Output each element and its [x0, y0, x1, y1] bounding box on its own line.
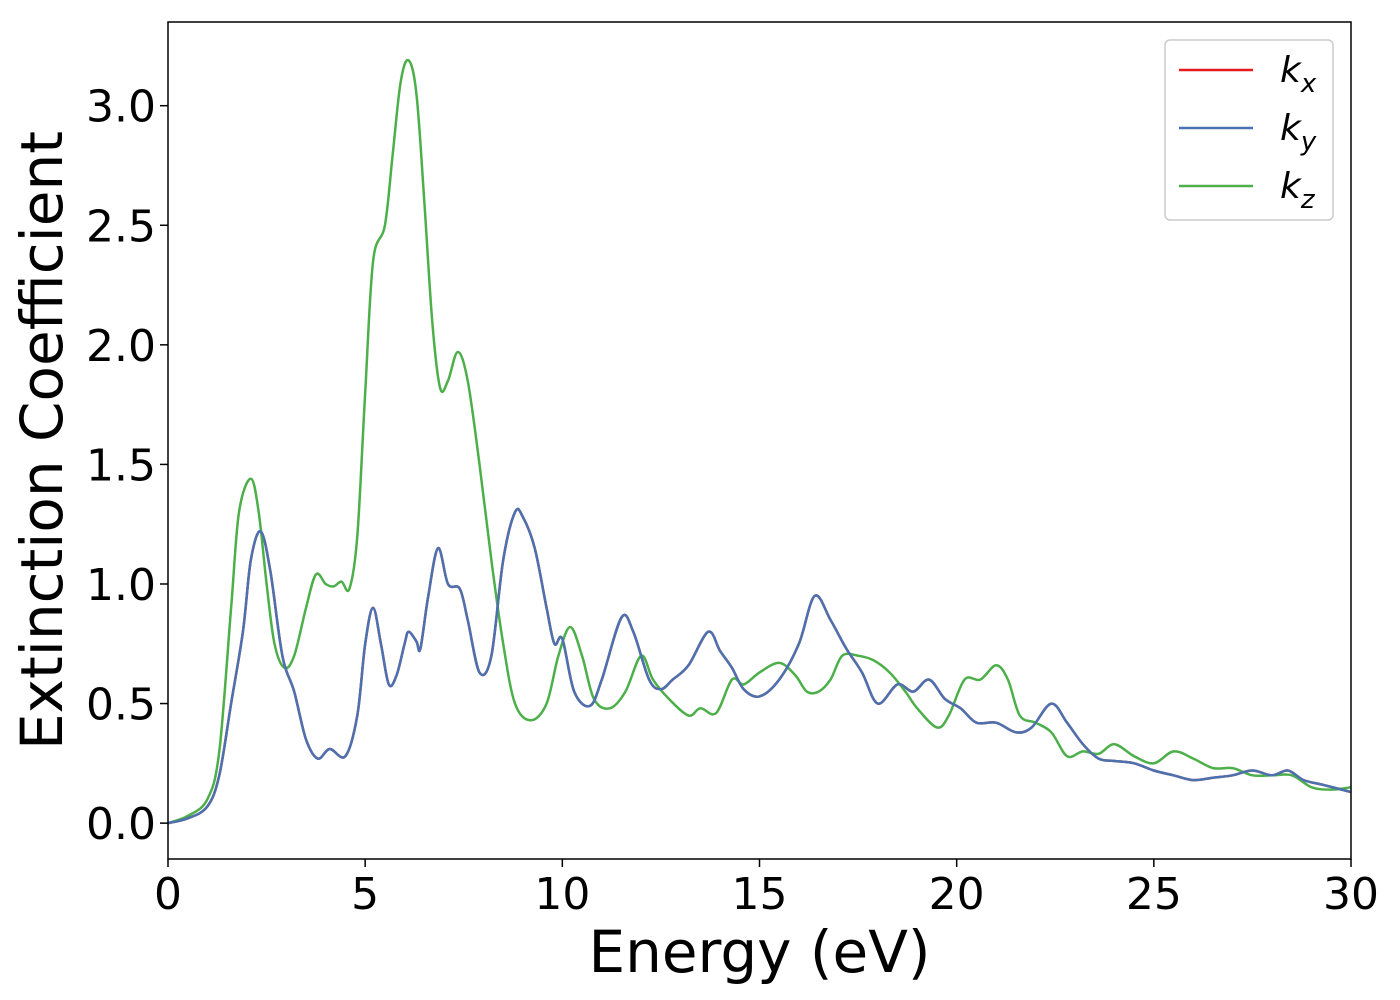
y-tick-label: 1.5	[86, 440, 156, 491]
y-tick-label: 0.0	[86, 799, 156, 850]
y-tick-label: 3.0	[86, 82, 156, 133]
x-tick-label: 25	[1126, 869, 1182, 920]
legend: kx ky kz	[1164, 39, 1334, 221]
x-tick-label: 0	[154, 869, 182, 920]
y-tick-label: 2.5	[86, 201, 156, 252]
series-line-kz	[168, 58, 1351, 825]
series-line-ky	[168, 507, 1351, 825]
x-tick-label: 5	[351, 869, 379, 920]
x-axis-ticks: 0 5 10 15 20 25 30	[154, 859, 1379, 920]
x-axis-label: Energy (eV)	[588, 918, 930, 986]
y-axis-label: Extinction Coefficient	[8, 131, 76, 750]
legend-label-kz: kz	[1280, 166, 1316, 215]
y-tick-label: 2.0	[86, 321, 156, 372]
y-axis-ticks: 0.0 0.5 1.0 1.5 2.0 2.5 3.0	[86, 82, 168, 850]
y-tick-label: 0.5	[86, 680, 156, 731]
series-layer	[168, 58, 1351, 825]
x-tick-label: 20	[929, 869, 985, 920]
legend-box	[1164, 39, 1334, 221]
y-tick-label: 1.0	[86, 560, 156, 611]
legend-label-ky: ky	[1280, 108, 1317, 157]
x-tick-label: 15	[732, 869, 788, 920]
x-tick-label: 30	[1323, 869, 1379, 920]
legend-label-kx: kx	[1280, 50, 1317, 99]
x-tick-label: 10	[534, 869, 590, 920]
